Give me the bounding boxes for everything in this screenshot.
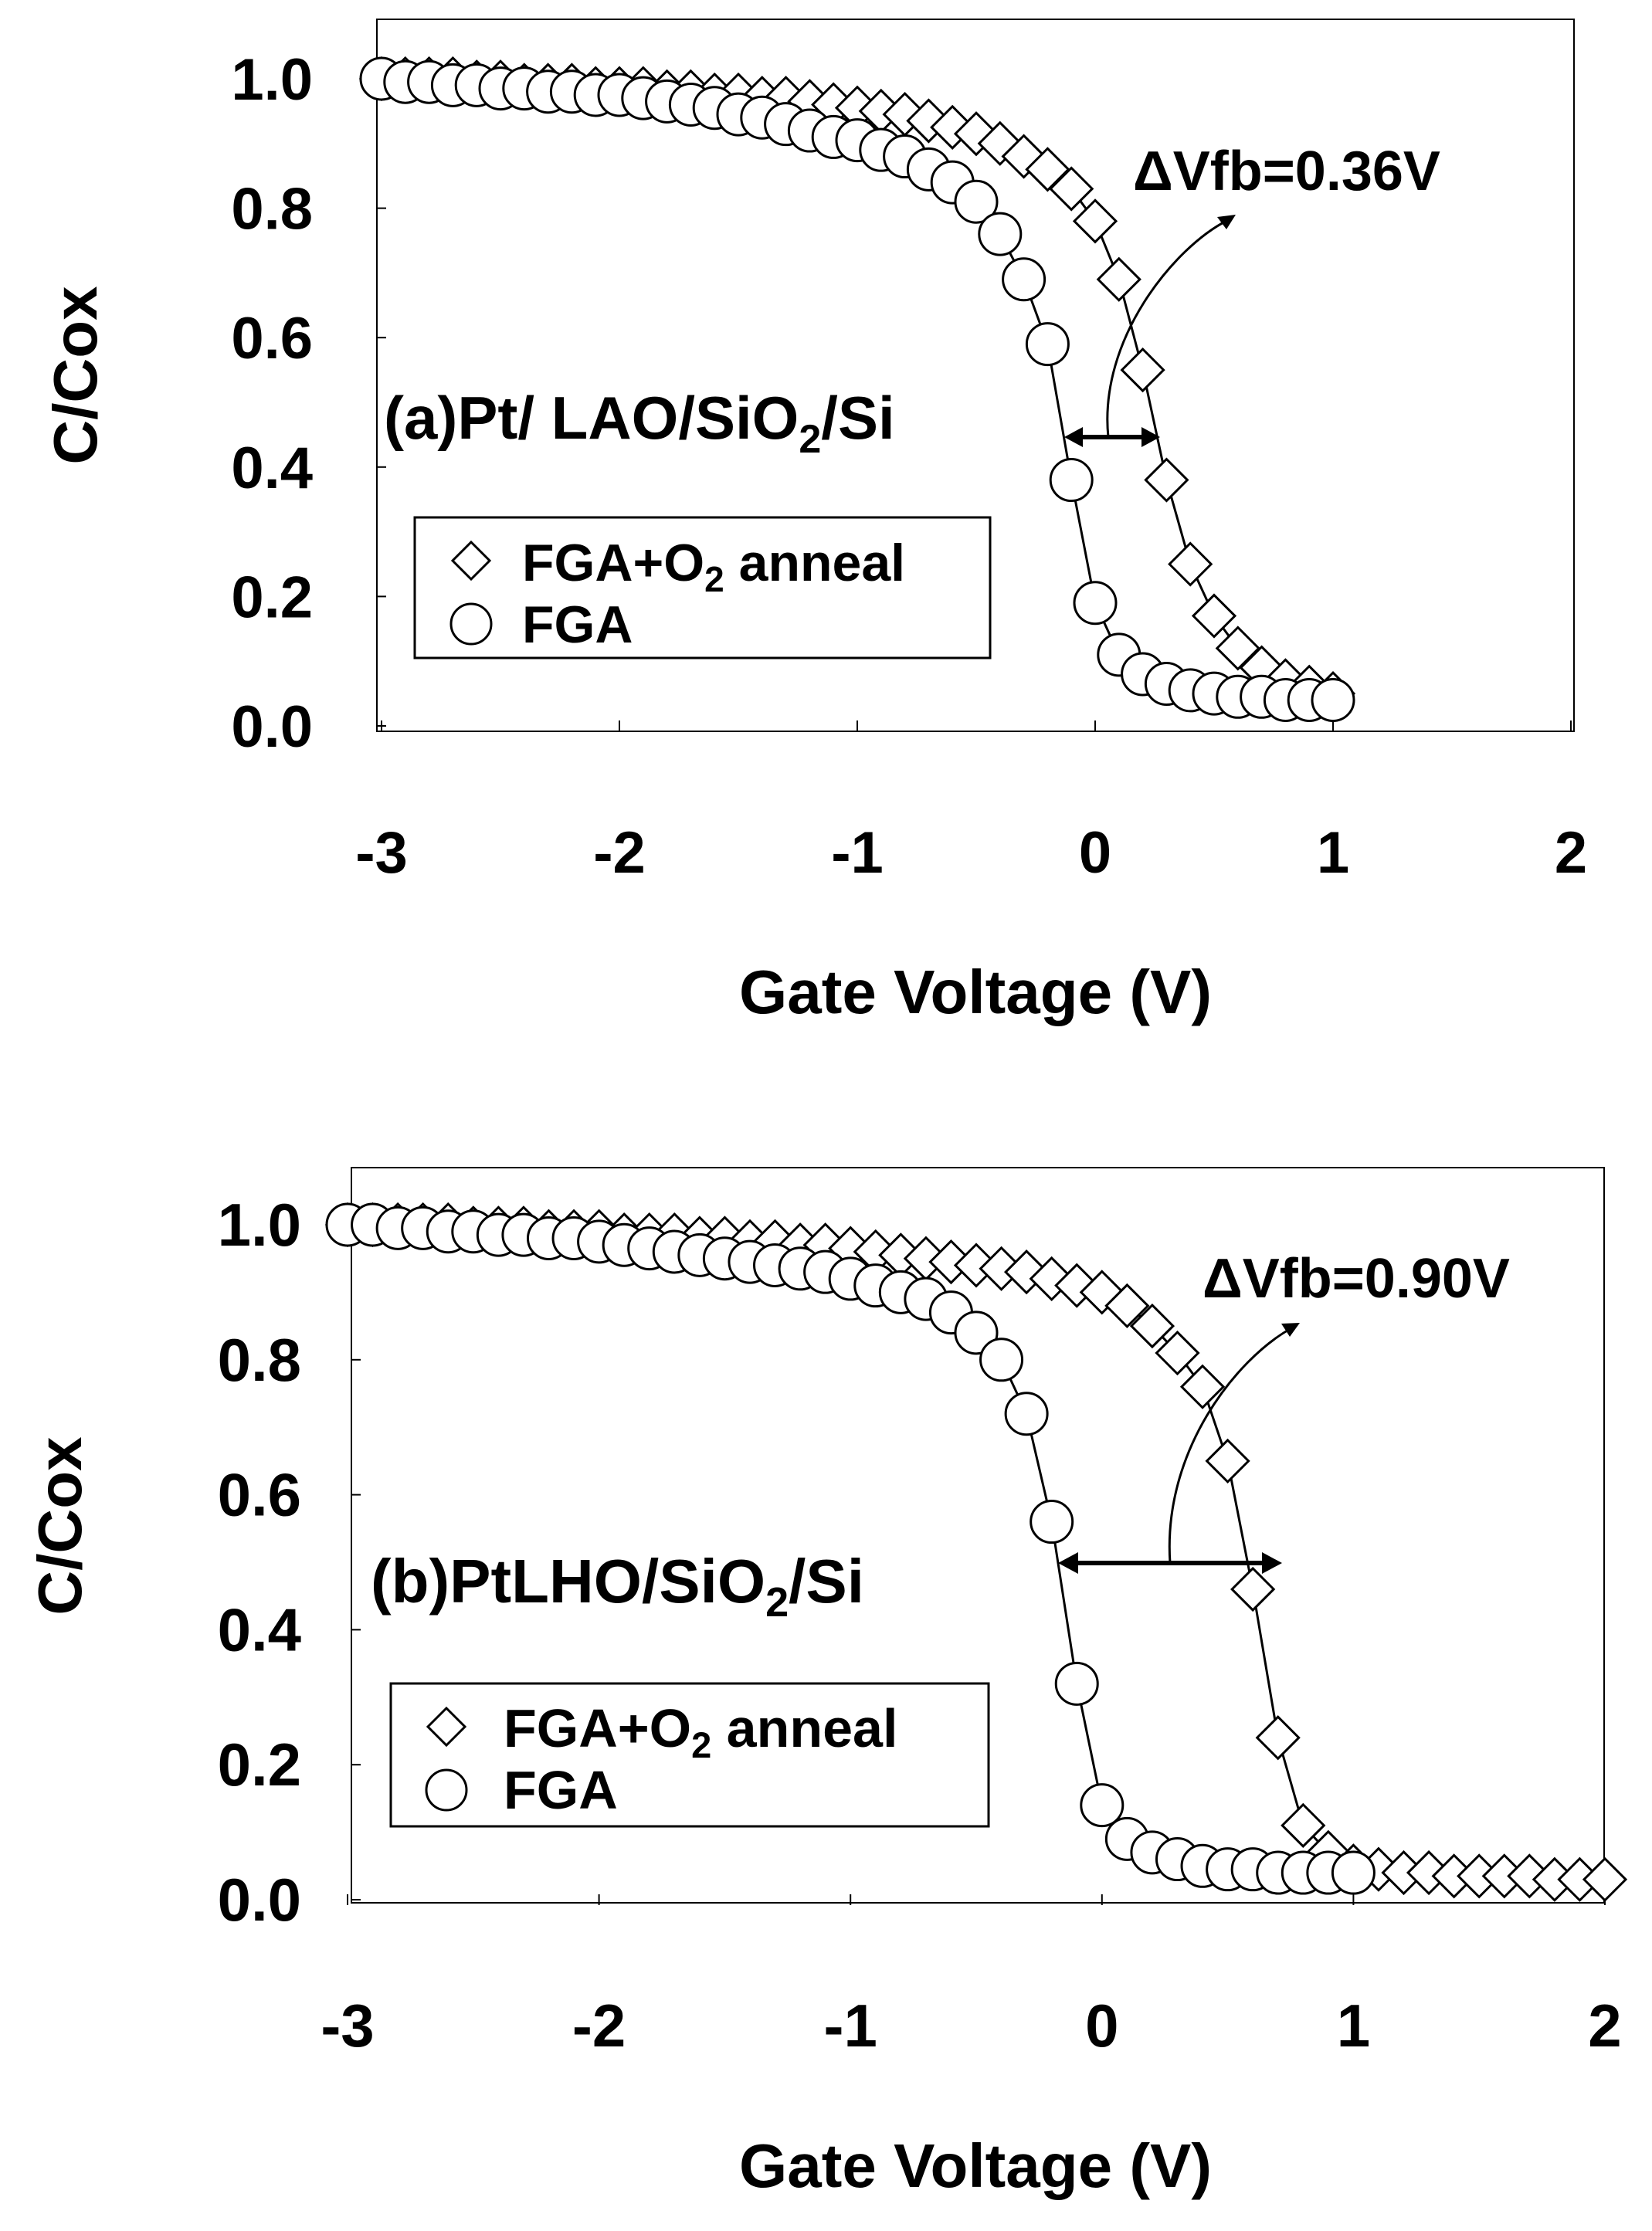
data-point-circle bbox=[1002, 257, 1046, 302]
data-point-diamond bbox=[1049, 166, 1094, 212]
y-tick-label: 0.2 bbox=[218, 1731, 301, 1799]
legend: FGA+O2 anneal FGA bbox=[389, 1682, 990, 1828]
x-tick-label: 2 bbox=[1588, 1992, 1621, 2060]
data-point-circle bbox=[1080, 1783, 1125, 1828]
y-tick-label: 0.0 bbox=[218, 1866, 301, 1934]
data-point-circle bbox=[978, 212, 1023, 256]
x-tick-label: 2 bbox=[1555, 820, 1587, 886]
plot-frame bbox=[376, 19, 1575, 732]
y-tick-label: 1.0 bbox=[218, 1191, 301, 1259]
y-tick-label: 0.4 bbox=[231, 436, 313, 501]
y-tick-label: 0.6 bbox=[218, 1461, 301, 1529]
y-tick-label: 0.8 bbox=[231, 177, 313, 242]
x-tick-label: 0 bbox=[1085, 1992, 1118, 2060]
data-point-diamond bbox=[1104, 1283, 1150, 1329]
x-tick-label: -3 bbox=[355, 820, 408, 886]
data-point-circle bbox=[1054, 1661, 1099, 1706]
data-point-circle bbox=[1025, 322, 1070, 367]
data-markers bbox=[324, 1202, 1628, 1902]
x-tick-label: -1 bbox=[824, 1992, 877, 2060]
delta-vfb-annotation: ΔVfb=0.36V bbox=[1133, 141, 1440, 202]
x-tick-label: 1 bbox=[1337, 1992, 1370, 2060]
data-point-diamond bbox=[1096, 256, 1141, 302]
data-point-diamond bbox=[1120, 347, 1165, 393]
data-markers bbox=[358, 56, 1356, 722]
data-point-circle bbox=[1311, 677, 1355, 722]
x-tick-label: -1 bbox=[831, 820, 884, 886]
data-point-diamond bbox=[1072, 198, 1118, 244]
data-point-circle bbox=[1331, 1850, 1376, 1895]
delta-vfb-arrow bbox=[1064, 215, 1236, 447]
data-point-circle bbox=[979, 1338, 1024, 1382]
data-point-diamond bbox=[1255, 1715, 1301, 1761]
data-point-circle bbox=[1049, 458, 1094, 503]
data-point-diamond bbox=[1155, 1330, 1200, 1376]
legend-label-fga-o2: FGA+O2 anneal bbox=[504, 1698, 897, 1765]
data-point-diamond bbox=[1205, 1438, 1250, 1484]
x-axis-label: Gate Voltage (V) bbox=[739, 958, 1212, 1026]
y-tick-label: 0.4 bbox=[218, 1595, 301, 1663]
y-axis-label: C/Cox bbox=[41, 286, 110, 464]
data-point-circle bbox=[1073, 581, 1118, 626]
legend: FGA+O2 anneal FGA bbox=[413, 516, 992, 659]
x-tick-label: 1 bbox=[1317, 820, 1349, 886]
legend-circle-marker bbox=[449, 602, 493, 646]
x-axis-ticks: -3 -2 -1 0 1 2 bbox=[355, 720, 1587, 886]
chart-panel-a: -3 -2 -1 0 1 2 0.0 0.2 0.4 0.6 0.8 1.0 Gate Voltag… bbox=[41, 19, 1587, 1026]
x-tick-label: -2 bbox=[593, 820, 646, 886]
delta-vfb-annotation: ΔVfb=0.90V bbox=[1203, 1248, 1510, 1310]
x-tick-label: -2 bbox=[572, 1992, 626, 2060]
data-point-diamond bbox=[1129, 1303, 1175, 1349]
legend-circle-marker bbox=[425, 1768, 468, 1812]
legend-label-fga: FGA bbox=[504, 1760, 618, 1820]
legend-label-fga: FGA bbox=[522, 595, 633, 654]
x-tick-label: -3 bbox=[321, 1992, 374, 2060]
legend-diamond-marker bbox=[426, 1706, 467, 1748]
y-tick-label: 0.0 bbox=[231, 694, 313, 760]
legend-label-fga-o2: FGA+O2 anneal bbox=[522, 534, 905, 599]
x-axis-ticks: -3 -2 -1 0 1 2 bbox=[321, 1894, 1622, 2060]
data-point-circle bbox=[1004, 1392, 1049, 1436]
panel-label: (b)PtLHO/SiO2/Si bbox=[371, 1547, 864, 1626]
data-point-diamond bbox=[1230, 1566, 1276, 1612]
y-tick-label: 1.0 bbox=[231, 47, 313, 113]
data-point-circle bbox=[954, 1310, 999, 1355]
data-point-diamond bbox=[1144, 457, 1189, 503]
y-tick-label: 0.6 bbox=[231, 306, 313, 371]
y-axis-ticks: 0.0 0.2 0.4 0.6 0.8 1.0 bbox=[218, 1191, 361, 1934]
panel-label: (a)Pt/ LAO/SiO2/Si bbox=[384, 384, 895, 462]
y-axis-label: C/Cox bbox=[25, 1436, 94, 1615]
x-axis-label: Gate Voltage (V) bbox=[739, 2131, 1212, 2200]
y-tick-label: 0.2 bbox=[231, 565, 313, 630]
data-point-diamond bbox=[1191, 593, 1237, 639]
data-point-diamond bbox=[1582, 1856, 1628, 1902]
data-point-circle bbox=[954, 179, 999, 224]
y-tick-label: 0.8 bbox=[218, 1326, 301, 1394]
data-point-diamond bbox=[1168, 541, 1213, 587]
delta-vfb-arrow bbox=[1058, 1323, 1300, 1574]
data-point-diamond bbox=[1281, 1802, 1326, 1848]
x-tick-label: 0 bbox=[1079, 820, 1111, 886]
legend-diamond-marker bbox=[450, 540, 492, 581]
chart-panel-b: -3 -2 -1 0 1 2 0.0 0.2 0.4 0.6 0.8 1.0 Gate Voltag… bbox=[25, 1167, 1628, 2200]
y-axis-ticks: 0.0 0.2 0.4 0.6 0.8 1.0 bbox=[231, 47, 386, 760]
data-point-circle bbox=[1030, 1500, 1074, 1544]
data-point-diamond bbox=[1179, 1364, 1226, 1409]
plot-frame bbox=[351, 1167, 1605, 1904]
